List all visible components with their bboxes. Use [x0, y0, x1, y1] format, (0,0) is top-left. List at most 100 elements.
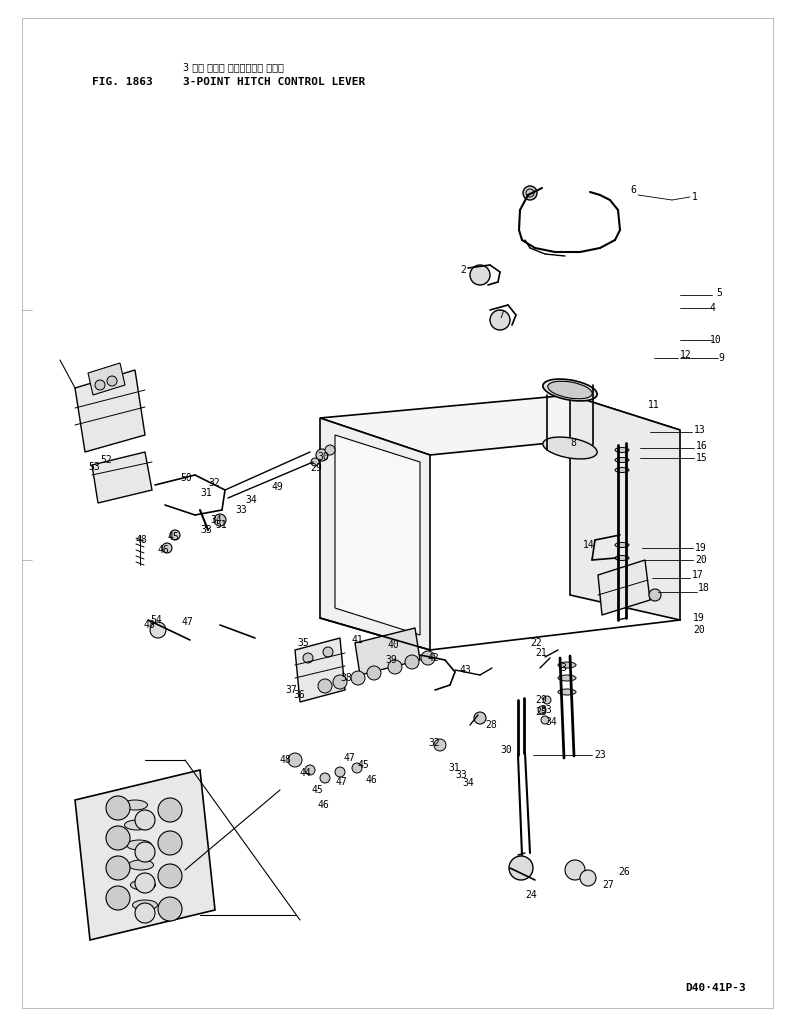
Text: 53: 53 — [88, 462, 99, 472]
Circle shape — [565, 860, 585, 880]
Text: 1: 1 — [692, 192, 698, 202]
Text: 7: 7 — [498, 310, 504, 320]
Text: 39: 39 — [385, 655, 397, 665]
Text: 24: 24 — [525, 890, 537, 900]
Circle shape — [388, 660, 402, 674]
Text: 45: 45 — [168, 532, 180, 542]
Circle shape — [580, 870, 596, 886]
Circle shape — [162, 543, 172, 553]
Text: 25: 25 — [535, 707, 547, 717]
Circle shape — [470, 265, 490, 285]
Circle shape — [170, 530, 180, 540]
Circle shape — [434, 739, 446, 751]
Text: 45: 45 — [357, 760, 369, 770]
Circle shape — [288, 753, 302, 767]
Ellipse shape — [543, 437, 597, 459]
Text: 6: 6 — [630, 185, 636, 195]
Circle shape — [158, 864, 182, 887]
Circle shape — [421, 652, 435, 665]
Circle shape — [150, 622, 166, 638]
Ellipse shape — [615, 543, 629, 548]
Polygon shape — [320, 418, 430, 650]
Text: 22: 22 — [530, 638, 541, 648]
Text: 52: 52 — [100, 455, 112, 465]
Circle shape — [474, 712, 486, 724]
Polygon shape — [335, 435, 420, 635]
Text: 29: 29 — [310, 463, 322, 473]
Text: 33: 33 — [455, 770, 467, 780]
Circle shape — [305, 765, 315, 775]
Text: 2: 2 — [460, 265, 466, 275]
Text: 47: 47 — [343, 753, 355, 763]
Ellipse shape — [543, 379, 597, 401]
Text: 17: 17 — [692, 570, 704, 580]
Circle shape — [523, 186, 537, 200]
Text: 34: 34 — [545, 717, 556, 727]
Ellipse shape — [126, 840, 152, 850]
Text: 43: 43 — [460, 665, 471, 675]
Text: 42: 42 — [427, 653, 439, 663]
Text: 3 デン ヒッチ コントロール レバー: 3 デン ヒッチ コントロール レバー — [183, 62, 284, 72]
Text: 14: 14 — [583, 540, 595, 550]
Text: 54: 54 — [150, 615, 161, 625]
Text: 27: 27 — [602, 880, 614, 890]
Text: 4: 4 — [710, 303, 716, 313]
Text: 32: 32 — [428, 738, 440, 748]
Text: 9: 9 — [718, 353, 724, 363]
Polygon shape — [598, 560, 650, 615]
Circle shape — [538, 706, 546, 714]
Text: 44: 44 — [300, 768, 312, 778]
Circle shape — [158, 897, 182, 921]
Circle shape — [405, 655, 419, 669]
Circle shape — [135, 873, 155, 893]
Text: 50: 50 — [180, 473, 192, 483]
Text: 31: 31 — [200, 488, 211, 498]
Ellipse shape — [615, 586, 629, 591]
Text: 33: 33 — [200, 525, 211, 535]
Circle shape — [490, 310, 510, 330]
Ellipse shape — [122, 800, 148, 810]
Circle shape — [158, 798, 182, 822]
Circle shape — [106, 886, 130, 910]
Ellipse shape — [615, 458, 629, 463]
Text: 16: 16 — [696, 441, 708, 451]
Text: 3: 3 — [560, 663, 566, 673]
Text: 48: 48 — [280, 755, 292, 765]
Text: 40: 40 — [388, 640, 400, 650]
Text: 47: 47 — [182, 617, 194, 627]
Circle shape — [333, 675, 347, 689]
Ellipse shape — [558, 675, 576, 681]
Text: 12: 12 — [680, 350, 692, 360]
Circle shape — [543, 696, 551, 704]
Ellipse shape — [133, 900, 157, 910]
Text: 15: 15 — [696, 453, 708, 463]
Text: 48: 48 — [143, 620, 155, 630]
Text: 48: 48 — [135, 535, 147, 545]
Polygon shape — [75, 370, 145, 452]
Text: 38: 38 — [340, 673, 351, 683]
Text: D40·41P-3: D40·41P-3 — [685, 983, 746, 993]
Ellipse shape — [558, 662, 576, 668]
Ellipse shape — [548, 382, 592, 399]
Text: 29: 29 — [535, 695, 547, 705]
Polygon shape — [320, 395, 680, 455]
Text: 33: 33 — [540, 705, 552, 715]
Text: 20: 20 — [695, 555, 707, 565]
Text: 21: 21 — [535, 648, 547, 658]
Ellipse shape — [615, 468, 629, 473]
Ellipse shape — [615, 573, 629, 578]
Text: 33: 33 — [235, 505, 246, 515]
Text: 28: 28 — [485, 720, 497, 731]
Text: 19: 19 — [695, 543, 707, 553]
Text: 37: 37 — [285, 685, 297, 695]
Text: 13: 13 — [694, 425, 706, 435]
Circle shape — [135, 842, 155, 862]
Ellipse shape — [558, 689, 576, 695]
Text: 3-POINT HITCH CONTROL LEVER: 3-POINT HITCH CONTROL LEVER — [183, 77, 365, 87]
Text: 18: 18 — [698, 583, 710, 593]
Text: 34: 34 — [462, 778, 474, 788]
Text: 46: 46 — [158, 545, 170, 555]
Circle shape — [509, 856, 533, 880]
Polygon shape — [355, 628, 420, 675]
Circle shape — [318, 679, 332, 693]
